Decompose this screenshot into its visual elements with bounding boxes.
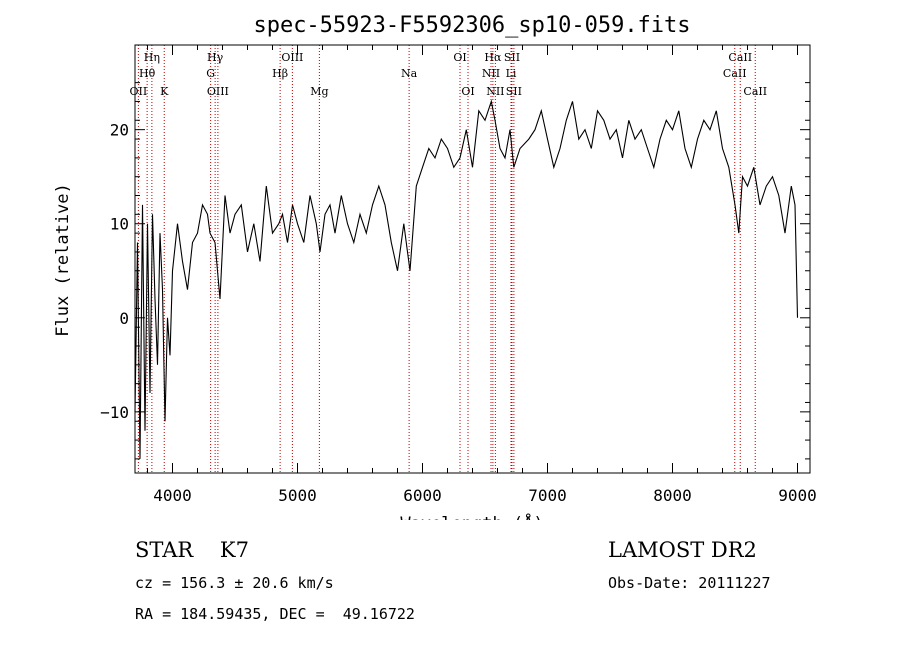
line-marker-label: Na <box>401 67 418 80</box>
y-axis-label: Flux (relative) <box>53 183 73 337</box>
object-class: STAR K7 <box>135 538 249 562</box>
x-tick-label: 5000 <box>278 486 317 505</box>
x-axis-label: Wavelength (Å) <box>400 512 543 520</box>
y-tick-label: 20 <box>110 121 129 140</box>
line-marker-label: Hα <box>484 51 502 64</box>
line-marker-label: NII <box>486 85 504 98</box>
line-marker-label: CaII <box>723 67 747 80</box>
x-tick-label: 9000 <box>778 486 817 505</box>
x-tick-label: 8000 <box>653 486 692 505</box>
y-tick-label: −10 <box>100 403 129 422</box>
spectrum-line <box>134 99 799 459</box>
line-marker-label: G <box>206 67 215 80</box>
x-axis-ticks: 4000 5000 6000 7000 8000 9000 <box>147 45 817 505</box>
y-tick-label: 0 <box>119 309 129 328</box>
line-marker-label: Hγ <box>207 51 224 64</box>
line-marker-label: K <box>160 85 169 98</box>
line-marker-label: SII <box>506 85 522 98</box>
line-marker-label: Mg <box>310 85 328 98</box>
x-tick-label: 6000 <box>403 486 442 505</box>
line-marker-label: Hβ <box>272 67 288 80</box>
observation-date: Obs-Date: 20111227 <box>608 574 771 592</box>
line-marker-label: OII <box>130 85 148 98</box>
y-axis-ticks: −10 0 10 20 <box>100 82 810 460</box>
line-marker-label: CaII <box>728 51 752 64</box>
x-tick-label: 4000 <box>153 486 192 505</box>
line-marker-label: CaII <box>743 85 767 98</box>
line-marker-label: SII <box>504 51 520 64</box>
line-marker-label: Hη <box>144 51 160 64</box>
line-marker-label: OIII <box>207 85 229 98</box>
plot-frame <box>134 44 811 474</box>
line-marker-label: OI <box>461 85 474 98</box>
coordinates: RA = 184.59435, DEC = 49.16722 <box>135 605 415 623</box>
survey-name: LAMOST DR2 <box>608 538 757 562</box>
line-marker-label: Hθ <box>139 67 156 80</box>
line-marker-label: OI <box>453 51 466 64</box>
redshift-cz: cz = 156.3 ± 20.6 km/s <box>135 574 334 592</box>
line-marker-label: NII <box>482 67 500 80</box>
chart-title: spec-55923-F5592306_sp10-059.fits <box>253 13 690 38</box>
line-marker-label: OIII <box>281 51 303 64</box>
spectrum-chart: spec-55923-F5592306_sp10-059.fits Hη Hθ OI… <box>53 13 817 520</box>
x-tick-label: 7000 <box>528 486 567 505</box>
line-marker-label: Li <box>506 67 517 80</box>
y-tick-label: 10 <box>110 215 129 234</box>
